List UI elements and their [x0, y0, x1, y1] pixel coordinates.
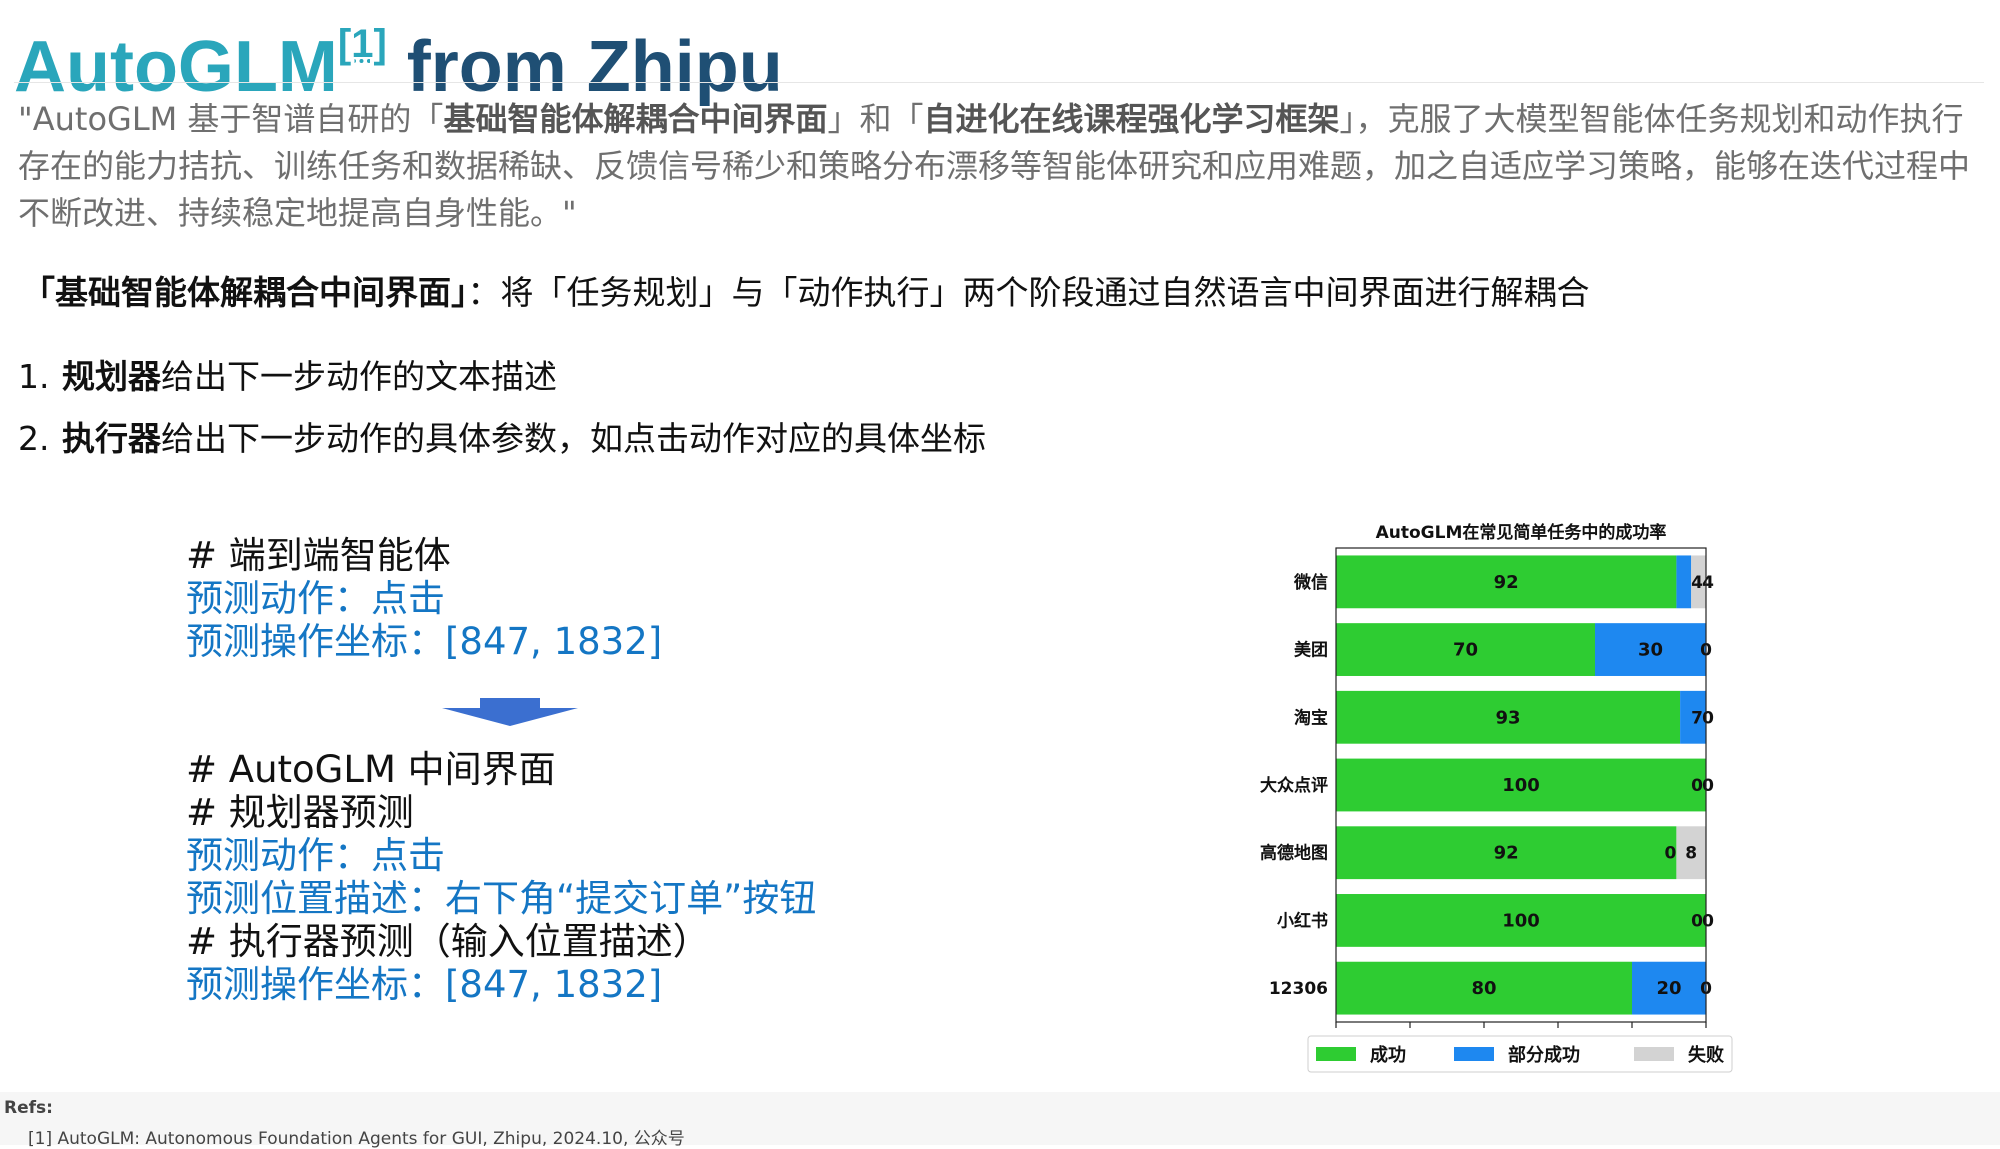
- category-label: 淘宝: [1294, 707, 1328, 728]
- data-label: 70: [1453, 640, 1478, 661]
- data-label: 0: [1691, 776, 1703, 796]
- category-label: 小红书: [1277, 910, 1328, 931]
- quote-paragraph: "AutoGLM 基于智谱自研的「基础智能体解耦合中间界面」和「自进化在线课程强…: [18, 96, 1978, 237]
- legend-label: 失败: [1688, 1044, 1724, 1066]
- step-bold: 规划器: [62, 357, 161, 396]
- category-label: 美团: [1294, 640, 1328, 661]
- data-label: 100: [1502, 910, 1540, 931]
- data-label: 20: [1656, 978, 1681, 999]
- code-position: 预测位置描述：右下角“提交订单”按钮: [186, 877, 817, 920]
- step-item: 1. 规划器给出下一步动作的文本描述: [18, 354, 986, 400]
- legend-box: [1307, 1035, 1733, 1073]
- bar-segment: [1336, 826, 1677, 880]
- bar-segment: [1336, 555, 1677, 609]
- end-to-end-code-block: # 端到端智能体 预测动作：点击 预测操作坐标：[847, 1832]: [186, 534, 662, 663]
- step-item: 2. 执行器给出下一步动作的具体参数，如点击动作对应的具体坐标: [18, 416, 986, 462]
- code-comment: # 规划器预测: [186, 791, 414, 834]
- bar-segment: [1336, 623, 1595, 676]
- step-number: 1.: [18, 357, 50, 396]
- bar-segment: [1336, 690, 1681, 744]
- code-comment: # 端到端智能体: [186, 534, 451, 577]
- code-coords: 预测操作坐标：[847, 1832]: [186, 620, 663, 663]
- data-label: 0: [1702, 911, 1714, 931]
- data-label: 80: [1471, 978, 1496, 999]
- data-label: 4: [1691, 573, 1703, 593]
- bar-segment: [1680, 690, 1706, 744]
- data-label: 30: [1638, 640, 1663, 661]
- data-label: 0: [1691, 911, 1703, 931]
- category-label: 12306: [1269, 979, 1328, 999]
- title-main: AutoGLM: [14, 27, 338, 107]
- category-label: 微信: [1293, 572, 1328, 593]
- bar-segment: [1632, 961, 1706, 1015]
- decouple-bold: 「基础智能体解耦合中间界面」: [22, 273, 468, 312]
- bar-segment: [1676, 555, 1692, 609]
- title-divider: [14, 82, 1984, 83]
- quote-bold-1: 基础智能体解耦合中间界面: [443, 100, 828, 138]
- autoglm-code-block: # AutoGLM 中间界面 # 规划器预测 预测动作：点击 预测位置描述：右下…: [186, 748, 816, 1006]
- bar-segment: [1595, 623, 1706, 676]
- step-text: 给出下一步动作的具体参数，如点击动作对应的具体坐标: [161, 419, 986, 458]
- bar-segment: [1336, 961, 1632, 1015]
- legend-swatch: [1634, 1047, 1674, 1061]
- code-comment: # AutoGLM 中间界面: [186, 748, 556, 791]
- step-text: 给出下一步动作的文本描述: [161, 357, 557, 396]
- legend-label: 成功: [1370, 1044, 1406, 1066]
- step-bold: 执行器: [62, 419, 161, 458]
- decouple-text: ：将「任务规划」与「动作执行」两个阶段通过自然语言中间界面进行解耦合: [467, 273, 1590, 312]
- legend-swatch: [1316, 1047, 1356, 1061]
- data-label: 7: [1691, 708, 1703, 728]
- data-label: 0: [1665, 844, 1677, 864]
- code-comment: # 执行器预测（输入位置描述）: [186, 920, 710, 963]
- chart-title: AutoGLM在常见简单任务中的成功率: [1376, 522, 1667, 543]
- data-label: 8: [1685, 844, 1697, 864]
- page-title: AutoGLM[1] from Zhipu: [14, 4, 783, 107]
- category-label: 高德地图: [1260, 843, 1328, 864]
- bar-segment: [1336, 894, 1706, 947]
- title-reference-link[interactable]: [1]: [337, 22, 387, 66]
- title-rest: from Zhipu: [386, 27, 783, 107]
- code-action: 预测动作：点击: [186, 577, 445, 620]
- refs-label: Refs:: [4, 1098, 53, 1118]
- references-footer: Refs: [1] AutoGLM: Autonomous Foundation…: [0, 1092, 2000, 1149]
- quote-part-1: "AutoGLM 基于智谱自研的「: [18, 100, 444, 138]
- legend-swatch: [1454, 1047, 1494, 1061]
- decouple-definition: 「基础智能体解耦合中间界面」：将「任务规划」与「动作执行」两个阶段通过自然语言中…: [22, 270, 1982, 316]
- bar-segment: [1336, 758, 1706, 812]
- quote-bold-2: 自进化在线课程强化学习框架: [923, 100, 1340, 138]
- data-label: 93: [1496, 707, 1521, 728]
- code-coords: 预测操作坐标：[847, 1832]: [186, 963, 663, 1006]
- refs-item: [1] AutoGLM: Autonomous Foundation Agent…: [28, 1129, 685, 1149]
- category-label: 大众点评: [1260, 775, 1328, 796]
- data-label: 92: [1494, 843, 1519, 864]
- down-arrow-icon: [442, 698, 578, 726]
- bar-segment: [1676, 826, 1706, 880]
- bar-segment: [1691, 555, 1706, 609]
- data-label: 92: [1494, 572, 1519, 593]
- data-label: 0: [1702, 776, 1714, 796]
- data-label: 0: [1702, 708, 1714, 728]
- data-label: 100: [1502, 775, 1540, 796]
- legend-label: 部分成功: [1508, 1044, 1580, 1066]
- plot-frame: [1335, 547, 1707, 1023]
- code-action: 预测动作：点击: [186, 834, 445, 877]
- quote-part-3: 」，克服了大模型智能体任务规划和动作执行存在的能力拮抗、训练任务和数据稀缺、反馈…: [18, 100, 1971, 232]
- step-number: 2.: [18, 419, 50, 458]
- quote-part-2: 」和「: [827, 100, 924, 138]
- steps-list: 1. 规划器给出下一步动作的文本描述 2. 执行器给出下一步动作的具体参数，如点击动…: [18, 354, 986, 478]
- data-label: 4: [1702, 573, 1714, 593]
